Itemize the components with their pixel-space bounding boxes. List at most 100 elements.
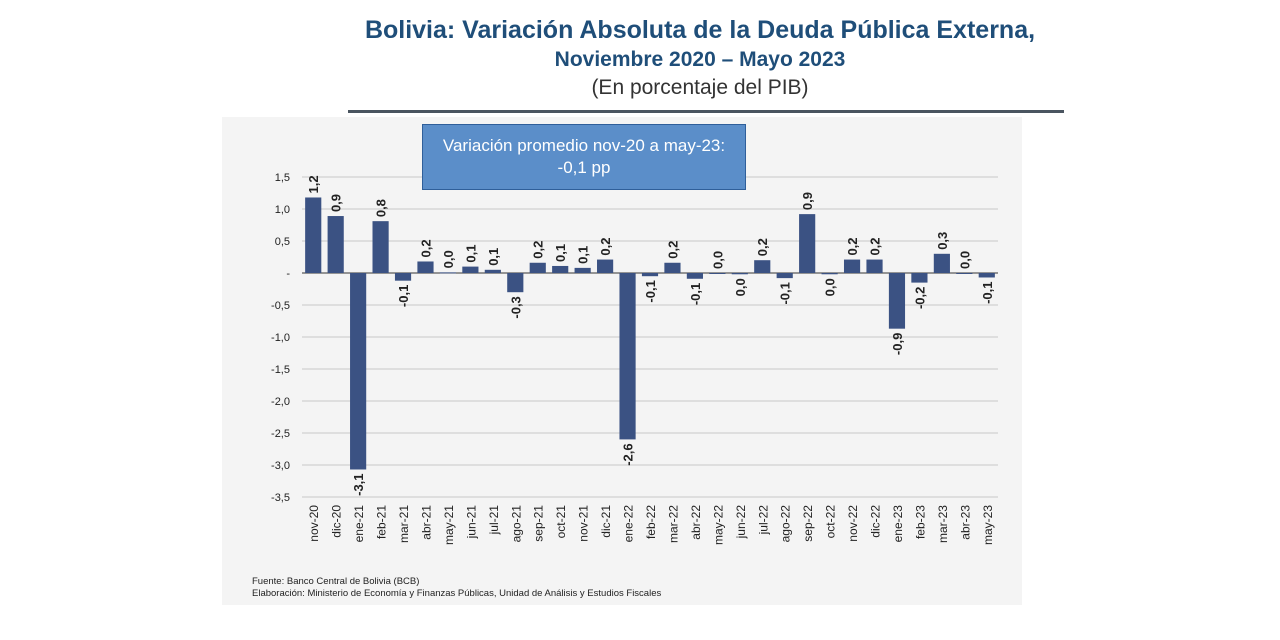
x-tick-label: dic-21 <box>599 505 613 538</box>
x-tick-label: may-22 <box>711 505 725 545</box>
x-tick-label: nov-21 <box>577 505 591 542</box>
bar <box>664 262 681 273</box>
x-tick-label: jul-22 <box>756 505 770 536</box>
data-label: -0,2 <box>912 287 927 309</box>
data-label: -0,1 <box>396 285 411 307</box>
elaboration-note: Elaboración: Ministerio de Economía y Fi… <box>252 588 662 599</box>
x-tick-label: mar-21 <box>397 505 411 543</box>
x-tick-label: abr-22 <box>689 505 703 540</box>
data-label: -0,3 <box>508 296 523 318</box>
x-tick-label: jun-21 <box>464 505 478 540</box>
x-tick-label: feb-22 <box>644 505 658 539</box>
bar <box>821 273 838 275</box>
data-label: 0,2 <box>868 237 883 255</box>
x-tick-label: may-21 <box>442 505 456 545</box>
data-label: 0,0 <box>823 278 838 296</box>
bar <box>574 267 591 273</box>
y-tick-label: - <box>286 268 290 280</box>
chart-units: (En porcentaje del PIB) <box>591 76 809 99</box>
y-tick-label: -1,5 <box>271 364 290 376</box>
data-label: 0,1 <box>553 244 568 262</box>
y-tick-label: -1,0 <box>271 332 290 344</box>
data-label: 0,2 <box>531 241 546 259</box>
bar <box>978 273 995 278</box>
x-tick-label: jul-21 <box>487 505 501 536</box>
x-tick-label: dic-20 <box>330 505 344 538</box>
data-label: 1,2 <box>306 175 321 193</box>
y-tick-label: -2,0 <box>271 396 290 408</box>
x-tick-label: abr-21 <box>419 505 433 540</box>
bar <box>597 259 614 273</box>
x-tick-label: nov-22 <box>846 505 860 542</box>
bar <box>529 262 546 273</box>
x-tick-label: ago-21 <box>509 505 523 543</box>
x-tick-label: ene-23 <box>891 505 905 543</box>
x-tick-label: jun-22 <box>734 505 748 540</box>
bar <box>843 259 861 273</box>
bar <box>776 273 793 279</box>
data-label: 0,0 <box>441 250 456 268</box>
data-label: 0,0 <box>733 278 748 296</box>
x-tick-label: ago-22 <box>779 505 793 543</box>
x-tick-label: ene-22 <box>622 505 636 543</box>
bar <box>754 260 771 273</box>
data-label: 0,9 <box>800 192 815 210</box>
bar <box>686 273 703 279</box>
data-label: 0,1 <box>463 245 478 263</box>
data-label: 0,2 <box>418 239 433 257</box>
average-callout: Variación promedio nov-20 a may-23: -0,1… <box>422 124 746 190</box>
y-tick-label: -3,0 <box>271 460 290 472</box>
data-label: 0,2 <box>665 241 680 259</box>
callout-line2: -0,1 pp <box>557 158 611 177</box>
bar <box>866 259 883 273</box>
x-tick-label: ene-21 <box>352 505 366 543</box>
x-tick-label: feb-21 <box>375 505 389 539</box>
source-note: Fuente: Banco Central de Bolivia (BCB) <box>252 576 420 587</box>
data-label: 0,8 <box>374 199 389 217</box>
x-tick-label: abr-23 <box>958 505 972 540</box>
y-tick-label: -3,5 <box>271 492 290 504</box>
chart-title: Bolivia: Variación Absoluta de la Deuda … <box>364 16 1036 44</box>
x-tick-label: feb-23 <box>913 505 927 539</box>
x-tick-label: dic-22 <box>869 505 883 538</box>
bar <box>552 265 569 273</box>
data-label: 0,0 <box>957 251 972 269</box>
y-tick-label: -2,5 <box>271 428 290 440</box>
bar <box>911 273 928 283</box>
y-tick-label: 0,5 <box>275 236 290 248</box>
data-label: 0,1 <box>486 248 501 266</box>
x-tick-label: mar-22 <box>666 505 680 543</box>
bar <box>888 273 906 329</box>
title-block: Bolivia: Variación Absoluta de la Deuda … <box>330 14 1070 102</box>
y-tick-label: -0,5 <box>271 300 290 312</box>
data-label: -0,1 <box>980 281 995 303</box>
bar <box>484 269 501 273</box>
x-tick-label: mar-23 <box>936 505 950 543</box>
footer-notes: Fuente: Banco Central de Bolivia (BCB) E… <box>252 576 661 600</box>
data-label: -0,1 <box>643 280 658 302</box>
bar <box>327 216 344 273</box>
chart-panel: 1,5 1,0 0,5 - -0,5 -1,0 -1,5 -2,0 -2,5 -3,0 -3,5 1,… <box>222 117 1022 605</box>
x-tick-label: oct-22 <box>824 505 838 539</box>
data-label: -0,1 <box>778 282 793 304</box>
data-label: 0,2 <box>598 237 613 255</box>
bar <box>619 273 636 440</box>
bar <box>799 214 816 273</box>
data-label: -3,1 <box>351 473 366 495</box>
bar <box>372 221 389 273</box>
bar <box>956 273 973 274</box>
data-label: 0,9 <box>329 194 344 212</box>
data-label: -0,9 <box>890 333 905 355</box>
bar <box>507 273 524 293</box>
data-label: 0,2 <box>845 237 860 255</box>
data-label: -0,1 <box>688 283 703 305</box>
y-tick-label: 1,0 <box>275 204 290 216</box>
x-tick-label: sep-22 <box>801 505 815 542</box>
bar <box>709 273 726 274</box>
bar <box>731 273 748 275</box>
data-label: 0,0 <box>710 251 725 269</box>
bar <box>462 266 479 273</box>
bar <box>350 273 367 470</box>
data-label: 0,1 <box>576 246 591 264</box>
callout-line1: Variación promedio nov-20 a may-23: <box>442 136 726 155</box>
